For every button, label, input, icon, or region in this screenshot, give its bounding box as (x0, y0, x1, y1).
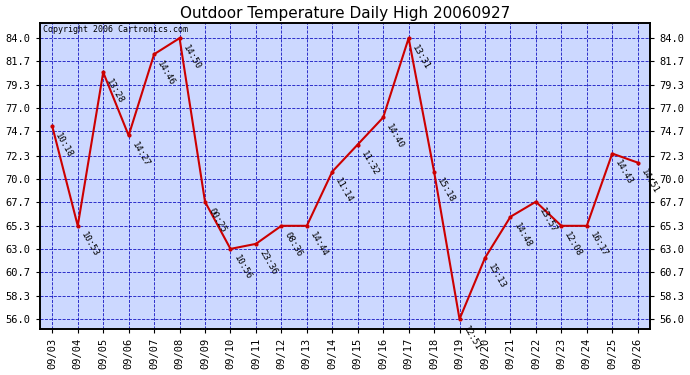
Text: 14:50: 14:50 (181, 43, 202, 71)
Text: 12:51: 12:51 (461, 324, 482, 352)
Text: 13:28: 13:28 (104, 77, 126, 105)
Text: 14:27: 14:27 (130, 141, 151, 168)
Text: 16:17: 16:17 (588, 231, 609, 259)
Text: 14:48: 14:48 (512, 222, 533, 250)
Text: 10:53: 10:53 (79, 231, 100, 259)
Text: 15:13: 15:13 (486, 263, 507, 291)
Text: 13:57: 13:57 (537, 207, 558, 234)
Text: 14:51: 14:51 (639, 168, 660, 195)
Text: 11:14: 11:14 (333, 177, 355, 204)
Title: Outdoor Temperature Daily High 20060927: Outdoor Temperature Daily High 20060927 (180, 6, 510, 21)
Text: 14:44: 14:44 (308, 231, 329, 259)
Text: 14:40: 14:40 (384, 123, 406, 150)
Text: 00:25: 00:25 (206, 207, 228, 234)
Text: 14:43: 14:43 (613, 159, 635, 186)
Text: 12:08: 12:08 (562, 231, 584, 259)
Text: 14:46: 14:46 (155, 59, 177, 87)
Text: 15:18: 15:18 (435, 177, 457, 204)
Text: 08:36: 08:36 (283, 231, 304, 259)
Text: 11:32: 11:32 (359, 150, 380, 177)
Text: 10:56: 10:56 (232, 254, 253, 282)
Text: Copyright 2006 Cartronics.com: Copyright 2006 Cartronics.com (43, 25, 188, 34)
Text: 23:36: 23:36 (257, 249, 279, 277)
Text: 10:18: 10:18 (54, 132, 75, 159)
Text: 13:31: 13:31 (410, 43, 431, 71)
